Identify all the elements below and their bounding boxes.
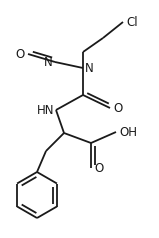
Text: HN: HN (37, 104, 54, 116)
Text: Cl: Cl (126, 15, 138, 29)
Text: O: O (113, 101, 122, 114)
Text: N: N (85, 61, 94, 74)
Text: O: O (94, 162, 103, 174)
Text: O: O (16, 48, 25, 60)
Text: OH: OH (119, 125, 137, 139)
Text: N: N (44, 55, 53, 69)
